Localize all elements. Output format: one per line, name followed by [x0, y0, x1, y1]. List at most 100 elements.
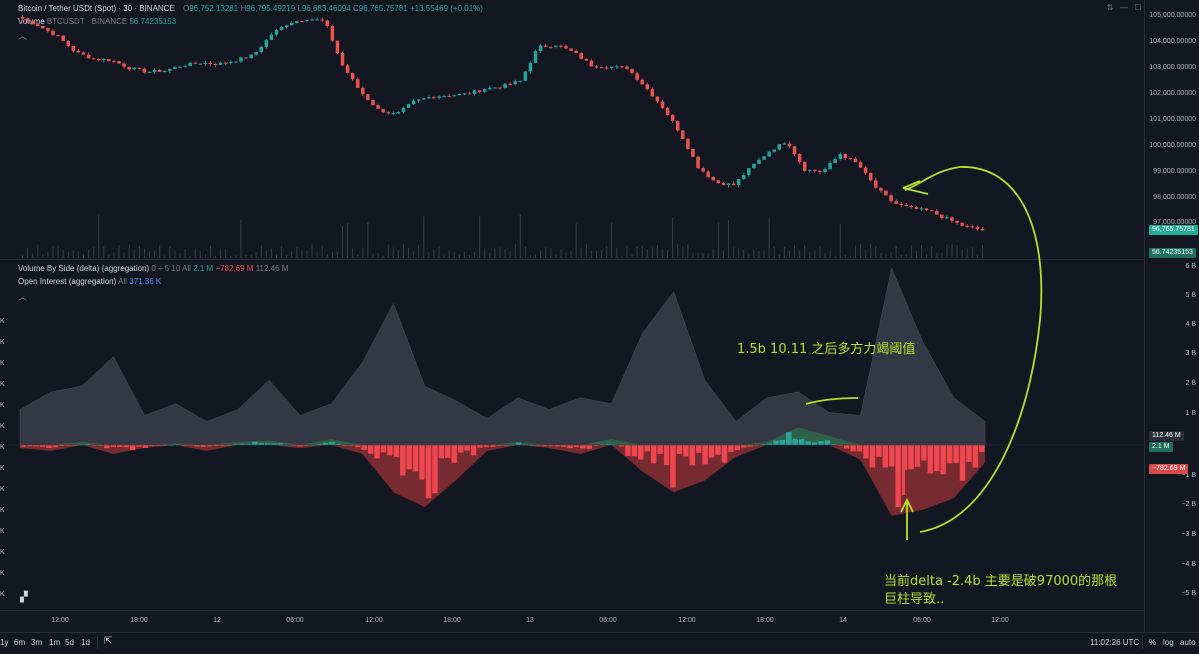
ohlc-l: L96,683.46094: [297, 4, 351, 13]
volume-bar: [77, 251, 79, 258]
collapse-chevron-icon[interactable]: ︿: [18, 31, 28, 41]
delta-bar: [348, 445, 355, 446]
volume-bar: [331, 251, 333, 258]
volume-bar: [819, 245, 821, 258]
volume-bar: [722, 250, 724, 258]
delta-bar: [953, 445, 959, 463]
candle-body: [462, 93, 467, 95]
volume-bar: [367, 222, 369, 258]
delta-bar: [149, 445, 155, 446]
volume-bar: [921, 245, 923, 258]
volume-bar: [352, 248, 354, 258]
volume-bar: [743, 249, 745, 258]
candle-body: [401, 107, 406, 112]
volume-bar: [814, 250, 816, 258]
delta-legend[interactable]: Volume By Side (delta) (aggregation) 0 ÷…: [18, 264, 288, 273]
volume-bar: [184, 248, 186, 258]
candle-body: [665, 107, 670, 116]
range-5d-button[interactable]: 5d: [65, 638, 74, 647]
minimize-icon[interactable]: —: [1120, 3, 1128, 12]
candle-body: [61, 35, 65, 41]
volume-bar: [296, 247, 298, 258]
time-label: 12:00: [365, 617, 383, 624]
range-6m-button[interactable]: 6m: [14, 638, 26, 647]
candle-body: [447, 96, 451, 98]
candle-body: [71, 45, 76, 51]
volume-bar: [758, 250, 760, 258]
price-tick: 105,000.00000: [1149, 12, 1196, 19]
range-1d-button[interactable]: 1d: [81, 638, 90, 647]
oi-legend[interactable]: Open Interest (aggregation) All 371.36 K: [18, 277, 161, 286]
delta-spike-bar: [902, 445, 905, 495]
delta-bar: [599, 444, 605, 446]
delta-bar: [65, 445, 71, 446]
delta-bar: [239, 443, 245, 445]
volume-bar: [159, 245, 161, 258]
candle-body: [254, 52, 258, 55]
candle-body: [284, 25, 289, 28]
maximize-icon[interactable]: ☐: [1134, 3, 1142, 12]
volume-bar: [773, 246, 775, 258]
calendar-range-icon[interactable]: ⇱: [104, 636, 113, 647]
candle-body: [686, 138, 690, 150]
volume-bar: [565, 252, 567, 258]
delta-bar: [843, 445, 850, 449]
tradingview-logo[interactable]: ▞: [20, 592, 28, 603]
candle-body: [493, 87, 497, 89]
delta-bar: [914, 445, 921, 467]
volume-bar: [951, 244, 953, 258]
volume-bar: [646, 249, 648, 258]
volume-bar: [824, 253, 826, 258]
range-3m-button[interactable]: 3m: [31, 638, 43, 647]
chart-canvas[interactable]: [0, 0, 1144, 610]
delta-bar: [625, 445, 631, 456]
range-1y-button[interactable]: 1y: [0, 638, 9, 647]
delta-bar: [226, 445, 232, 446]
delta-negative-area: [20, 445, 985, 516]
utc-clock[interactable]: 11:02:26 UTC: [1090, 638, 1140, 647]
volume-bar: [748, 253, 750, 258]
volume-badge: 56.74235153: [1149, 248, 1196, 258]
delta-bar: [412, 445, 419, 472]
volume-symbol: BTCUSDT · BINANCE: [46, 17, 128, 26]
candle-body: [635, 73, 639, 80]
time-axis[interactable]: 12:00 18:00 12 06:00 12:00 18:00 13 06:0…: [0, 610, 1144, 633]
time-label: 12: [213, 617, 221, 624]
volume-bar: [138, 246, 140, 258]
volume-bar: [763, 250, 765, 258]
symbol-legend: Bitcoin / Tether USDt (Spot) · 30 · BINA…: [18, 4, 483, 13]
candle-body: [102, 59, 106, 61]
delta-bar: [940, 445, 946, 475]
delta-bar: [33, 445, 39, 447]
volume-bar: [342, 225, 344, 258]
delta-bar: [895, 445, 901, 508]
volume-bar: [397, 249, 399, 258]
volume-bar: [865, 249, 867, 258]
price-tick: 99,000.00000: [1153, 168, 1196, 175]
left-scale[interactable]: K K K K K K K K K K K K K K: [0, 318, 5, 598]
delta-bars: [20, 432, 985, 508]
delta-bar: [535, 445, 541, 446]
pane-separator[interactable]: [0, 259, 1144, 260]
annotation-top-text: 1.5b 10.11 之后多方力竭阈值: [737, 342, 916, 357]
candle-body: [137, 67, 142, 69]
right-price-scale[interactable]: 105,000.00000 104,000.00000 103,000.0000…: [1144, 0, 1199, 633]
candle-body: [701, 168, 705, 172]
candle-body: [51, 30, 55, 36]
volume-bar: [143, 248, 145, 258]
candle-body: [660, 101, 665, 108]
delta-bar: [470, 445, 477, 456]
range-1m-button[interactable]: 1m: [49, 638, 61, 647]
volume-bar: [199, 250, 201, 258]
volume-bar: [402, 244, 404, 258]
volume-bar: [915, 250, 917, 258]
candle-body: [178, 66, 182, 68]
indicator-collapse-chevron-icon[interactable]: ︿: [18, 292, 28, 302]
auto-toggle[interactable]: auto: [1180, 638, 1196, 647]
delta-bar: [322, 442, 329, 445]
percent-toggle[interactable]: %: [1149, 638, 1157, 647]
delta-bar: [580, 445, 586, 449]
log-toggle[interactable]: log: [1163, 638, 1174, 647]
candle-body: [757, 159, 761, 164]
arrows-icon[interactable]: ⇅: [1106, 3, 1114, 12]
